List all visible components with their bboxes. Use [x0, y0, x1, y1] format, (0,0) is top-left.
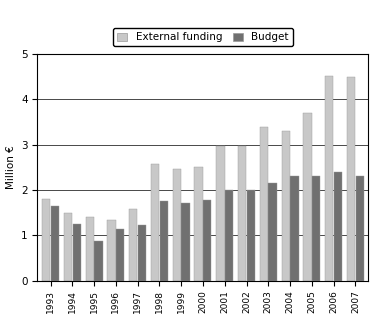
Bar: [303, 113, 312, 281]
Bar: [173, 169, 181, 281]
Bar: [64, 213, 72, 281]
Bar: [325, 76, 333, 281]
Bar: [138, 226, 146, 281]
Bar: [151, 164, 159, 281]
Bar: [160, 201, 168, 281]
Bar: [269, 183, 277, 281]
Bar: [238, 145, 246, 281]
Bar: [51, 206, 59, 281]
Bar: [73, 224, 81, 281]
Bar: [181, 203, 190, 281]
Bar: [194, 167, 203, 281]
Bar: [290, 176, 298, 281]
Bar: [356, 176, 364, 281]
Bar: [216, 146, 224, 281]
Bar: [129, 209, 137, 281]
Bar: [42, 199, 50, 281]
Bar: [247, 190, 255, 281]
Legend: External funding, Budget: External funding, Budget: [113, 28, 293, 46]
Y-axis label: Million €: Million €: [6, 145, 16, 189]
Bar: [203, 200, 211, 281]
Bar: [334, 172, 342, 281]
Bar: [260, 127, 268, 281]
Bar: [86, 217, 94, 281]
Bar: [312, 176, 320, 281]
Bar: [94, 241, 102, 281]
Bar: [116, 229, 124, 281]
Bar: [225, 190, 233, 281]
Bar: [347, 77, 355, 281]
Bar: [107, 220, 116, 281]
Bar: [282, 131, 290, 281]
